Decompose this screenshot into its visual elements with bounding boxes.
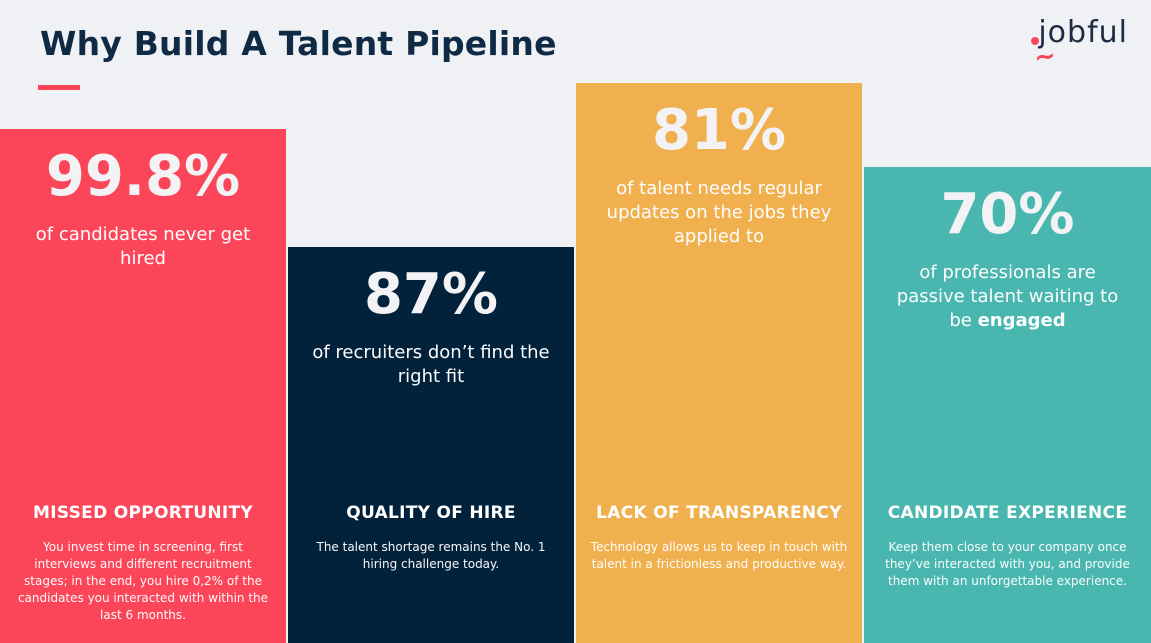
info-heading: QUALITY OF HIRE [346,503,516,523]
jobful-logo: jobful ~ [1031,15,1128,73]
logo-tilde-icon: ~ [1032,40,1059,74]
stat-subtitle: of recruiters don’t find the right fit [312,342,550,388]
stat-column-quality-of-hire: 87% of recruiters don’t find the right f… [288,247,574,643]
info-block: QUALITY OF HIRE The talent shortage rema… [288,503,574,643]
stat-block: 87% of recruiters don’t find the right f… [288,247,574,389]
stat-percent: 70% [940,182,1075,247]
info-body: Technology allows us to keep in touch wi… [590,540,848,572]
info-heading: CANDIDATE EXPERIENCE [887,503,1128,523]
stat-block: 99.8% of candidates never get hired [0,129,286,271]
stat-block: 81% of talent needs regular updates on t… [576,83,862,249]
info-body: Keep them close to your company once the… [885,540,1130,589]
info-heading: MISSED OPPORTUNITY [32,503,254,523]
title-accent-underline [38,85,80,90]
info-body: You invest time in screening, first inte… [17,540,269,623]
stat-column-candidate-experience: 70% of professionals are passive talent … [864,167,1151,643]
info-body: The talent shortage remains the No. 1 hi… [316,540,546,572]
stat-block: 70% of professionals are passive talent … [864,167,1151,333]
page-title: Why Build A Talent Pipeline [40,24,557,63]
stat-subtitle-prefix: of professionals are passive talent wait… [896,262,1119,331]
logo-text: jobful [1038,15,1128,50]
info-block: MISSED OPPORTUNITY You invest time in sc… [0,503,286,643]
info-block: LACK OF TRANSPARENCY Technology allows u… [576,503,862,643]
stat-percent: 99.8% [45,144,241,209]
stat-column-lack-of-transparency: 81% of talent needs regular updates on t… [576,83,862,643]
info-heading: LACK OF TRANSPARENCY [596,503,842,523]
info-block: CANDIDATE EXPERIENCE Keep them close to … [864,503,1151,643]
logo-dot-icon [1031,37,1040,45]
stat-subtitle: of talent needs regular updates on the j… [606,178,832,247]
stat-subtitle-bold: engaged [977,309,1066,331]
stat-percent: 81% [651,98,787,163]
stat-subtitle: of professionals are passive talent wait… [864,261,1151,332]
stat-column-missed-opportunity: 99.8% of candidates never get hired MISS… [0,129,286,643]
stat-percent: 87% [363,262,499,327]
stat-subtitle: of candidates never get hired [35,224,251,270]
